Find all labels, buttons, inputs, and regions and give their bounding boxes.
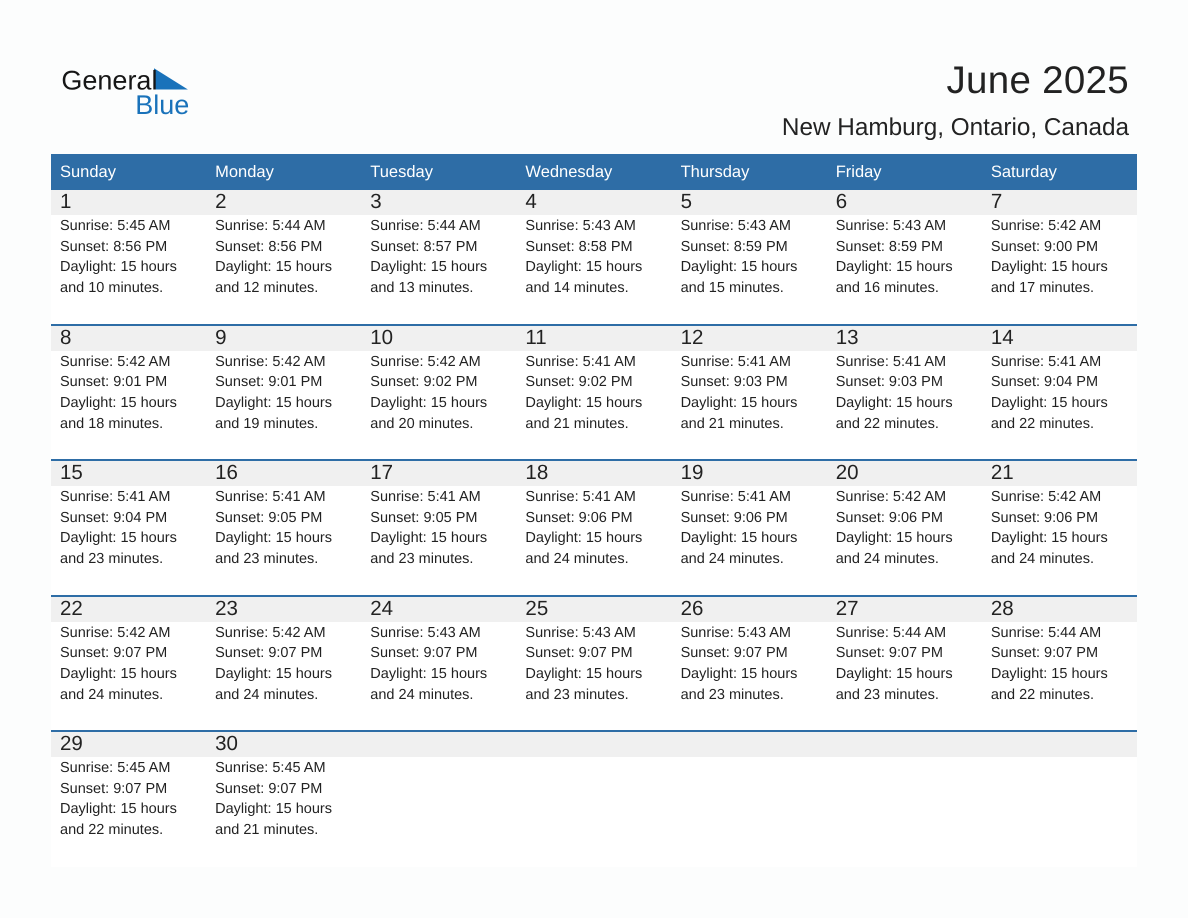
svg-text:Blue: Blue [135,90,189,120]
